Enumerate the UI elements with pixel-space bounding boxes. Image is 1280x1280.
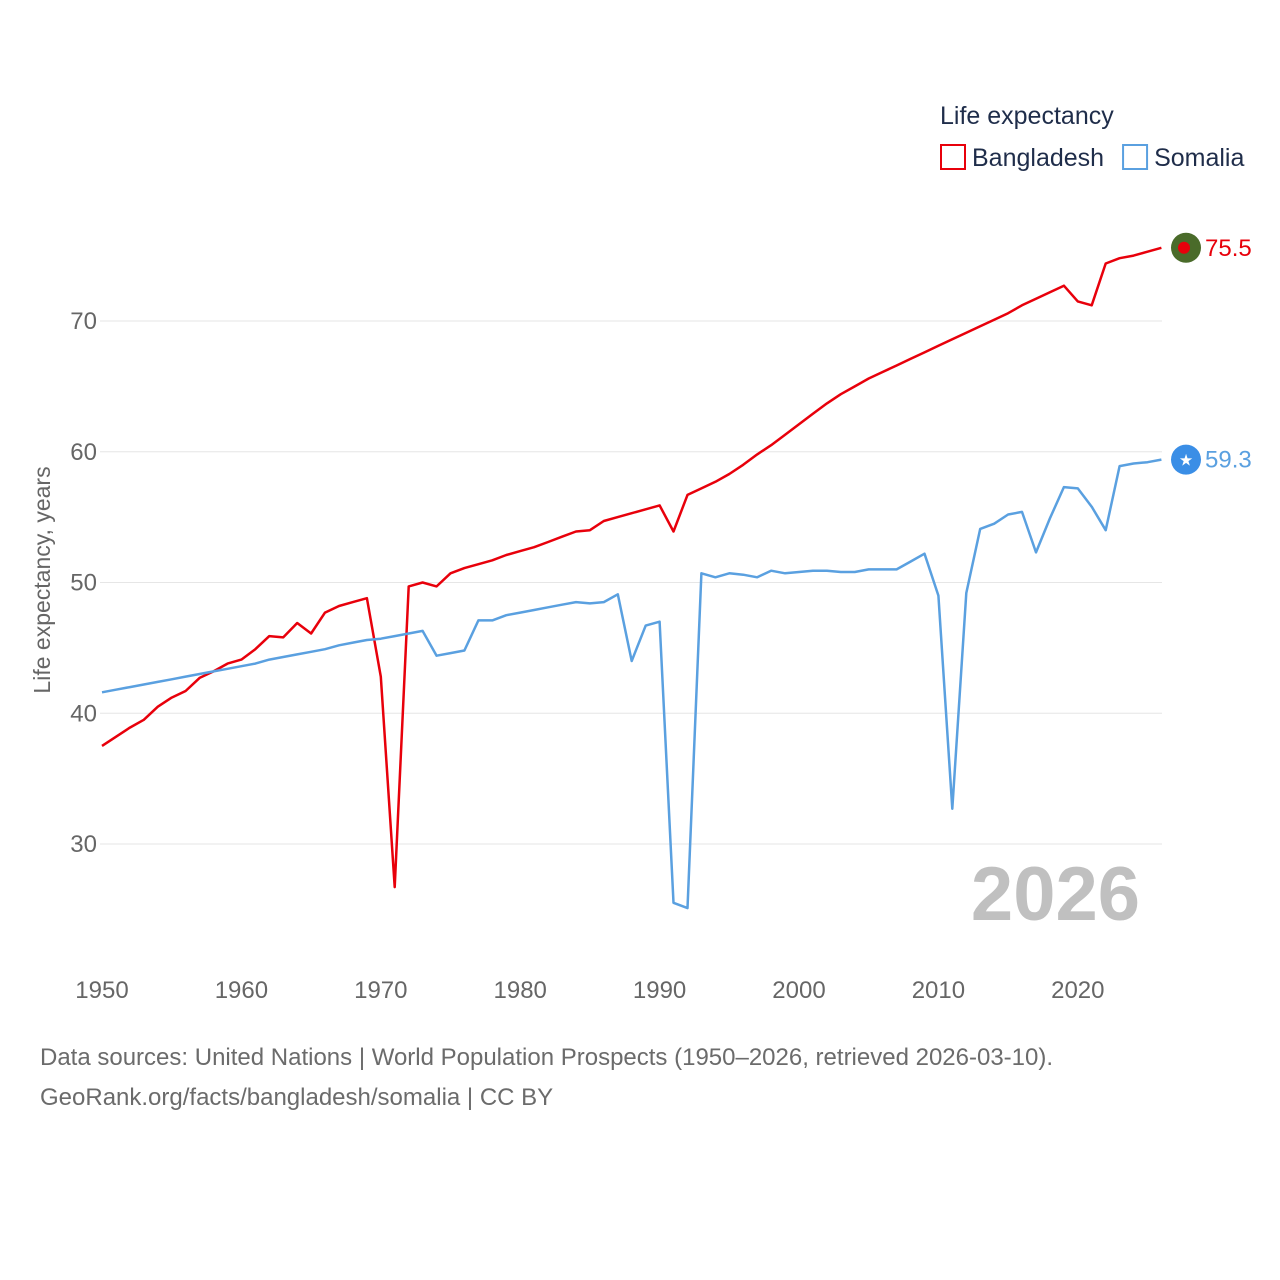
x-tick-label: 1970 <box>354 977 407 1004</box>
legend-label: Bangladesh <box>972 144 1104 172</box>
end-marker-bangladesh: 75.5 <box>1171 232 1252 263</box>
end-value-label: 59.3 <box>1205 447 1252 474</box>
x-tick-label: 1990 <box>633 977 686 1004</box>
x-tick-label: 1950 <box>75 977 128 1004</box>
legend-label: Somalia <box>1154 144 1244 172</box>
x-tick-label: 2000 <box>772 977 825 1004</box>
x-tick-label: 2020 <box>1051 977 1104 1004</box>
series-line-bangladesh <box>101 246 1162 889</box>
y-tick-labels: 30 40 50 60 70 <box>70 308 97 858</box>
end-markers: 75.5 ★ 59.3 <box>1171 232 1252 475</box>
star-icon: ★ <box>1179 451 1193 470</box>
end-marker-somalia: ★ 59.3 <box>1171 444 1252 475</box>
legend-item-somalia: Somalia <box>1122 144 1244 172</box>
legend-swatch <box>940 144 966 170</box>
y-tick-label: 30 <box>70 831 97 858</box>
y-axis-label: Life expectancy, years <box>29 466 55 693</box>
series-line-somalia <box>101 458 1162 910</box>
x-tick-label: 1960 <box>215 977 268 1004</box>
y-tick-label: 50 <box>70 570 97 597</box>
legend-item-bangladesh: Bangladesh <box>940 144 1104 172</box>
legend-swatch <box>1122 144 1149 170</box>
y-tick-label: 60 <box>70 439 97 466</box>
legend: Life expectancy Bangladesh Somalia <box>940 102 1244 172</box>
end-value-label: 75.5 <box>1205 235 1252 262</box>
y-tick-label: 70 <box>70 308 97 335</box>
flag-icon <box>1171 444 1201 475</box>
x-tick-labels: 1950 1960 1970 1980 1990 2000 2010 2020 <box>75 977 1104 1004</box>
series-layer <box>101 246 1162 910</box>
data-source-text: Data sources: United Nations | World Pop… <box>40 1044 1054 1071</box>
source-link-text: GeoRank.org/facts/bangladesh/somalia | C… <box>40 1084 554 1111</box>
grid-layer <box>100 320 1162 845</box>
x-tick-label: 1980 <box>494 977 547 1004</box>
flag-disc-icon <box>1178 241 1190 254</box>
y-tick-label: 40 <box>70 700 97 727</box>
legend-title: Life expectancy <box>940 102 1114 130</box>
year-watermark: 2026 <box>971 852 1140 937</box>
x-tick-label: 2010 <box>912 977 965 1004</box>
legend-items: Bangladesh Somalia <box>940 144 1244 172</box>
